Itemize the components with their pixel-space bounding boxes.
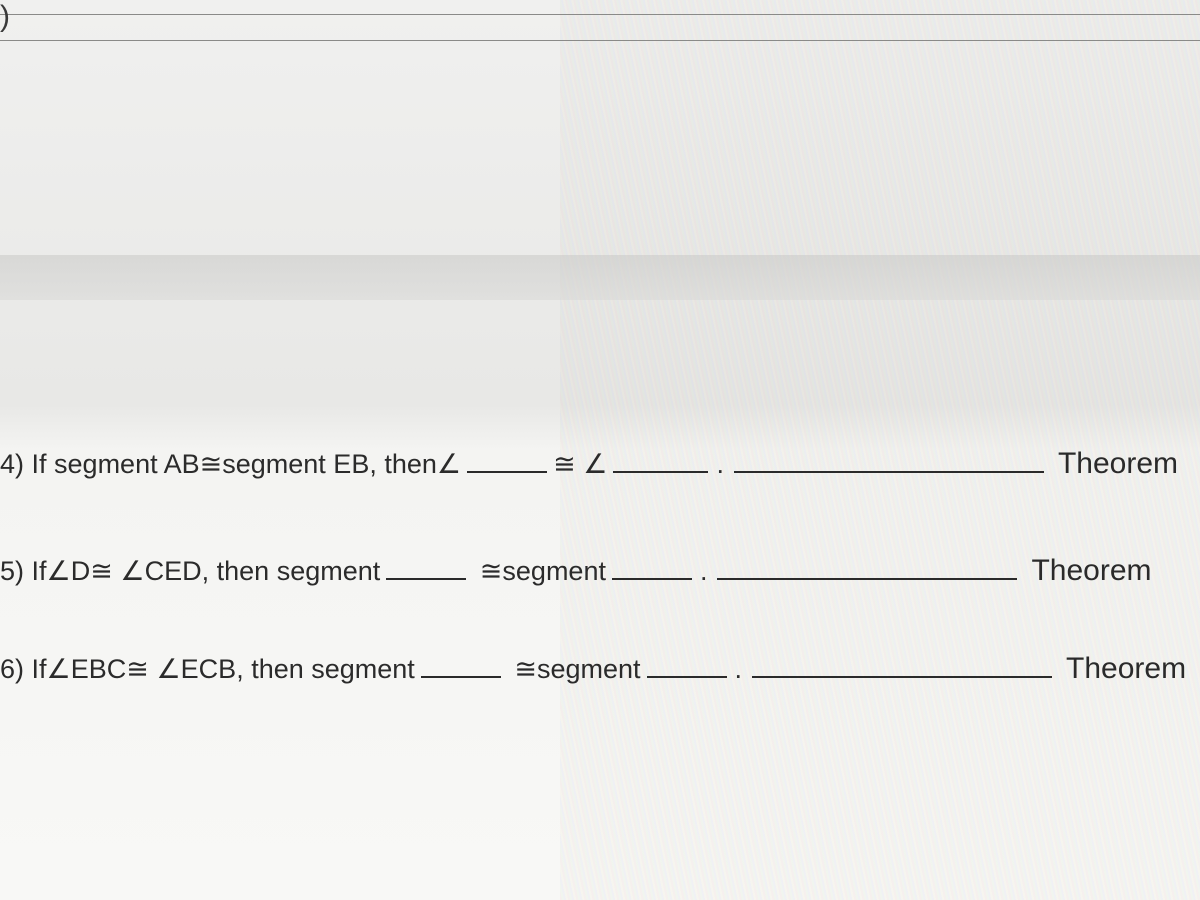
- congruent-symbol: ≅: [126, 654, 149, 685]
- angle-symbol: ∠: [47, 556, 71, 587]
- q5-number: 5): [0, 556, 24, 587]
- period: .: [716, 449, 724, 480]
- q6-tail: , then segment: [236, 654, 415, 685]
- period: .: [735, 654, 743, 685]
- q6-number: 6): [0, 654, 24, 685]
- congruent-symbol: ≅: [200, 449, 223, 480]
- angle-symbol: ∠: [156, 654, 180, 685]
- blank-input[interactable]: [647, 650, 727, 678]
- theorem-label: Theorem: [1066, 652, 1186, 686]
- blank-input[interactable]: [467, 445, 547, 473]
- blank-input[interactable]: [613, 445, 708, 473]
- q5-angle2: CED: [145, 556, 202, 587]
- blank-input-theorem[interactable]: [752, 650, 1052, 678]
- q4-number: 4): [0, 449, 24, 480]
- angle-symbol: ∠: [583, 449, 607, 480]
- q5-lead: If: [32, 556, 47, 587]
- q4-after: segment EB, then: [222, 449, 437, 480]
- angle-symbol: ∠: [437, 449, 461, 480]
- q6-angle2: ECB: [181, 654, 237, 685]
- q5-angle1: D: [71, 556, 91, 587]
- angle-symbol: ∠: [120, 556, 144, 587]
- congruent-symbol: ≅: [514, 654, 537, 685]
- grey-band: [0, 255, 1200, 300]
- congruent-symbol: ≅: [553, 449, 576, 480]
- questions-block: 4) If segment AB ≅ segment EB, then ∠ ≅ …: [0, 445, 1200, 748]
- q4-lead: If segment AB: [32, 449, 200, 480]
- theorem-label: Theorem: [1058, 447, 1178, 481]
- q6-angle1: EBC: [71, 654, 127, 685]
- q5-tail: , then segment: [202, 556, 381, 587]
- blank-input[interactable]: [386, 551, 466, 579]
- congruent-symbol: ≅: [90, 556, 113, 587]
- blank-input-theorem[interactable]: [734, 445, 1044, 473]
- angle-symbol: ∠: [47, 654, 71, 685]
- q5-mid: segment: [502, 556, 606, 587]
- q6-mid: segment: [537, 654, 641, 685]
- period: .: [700, 556, 708, 587]
- blank-input[interactable]: [421, 650, 501, 678]
- blank-input-theorem[interactable]: [717, 551, 1017, 579]
- theorem-label: Theorem: [1031, 554, 1151, 588]
- horizontal-rule-2: [0, 40, 1200, 41]
- partial-number-top: ): [0, 0, 10, 34]
- question-5: 5) If ∠ D ≅ ∠ CED , then segment ≅ segme…: [0, 551, 1188, 587]
- question-6: 6) If ∠ EBC ≅ ∠ ECB , then segment ≅ seg…: [0, 650, 1188, 686]
- congruent-symbol: ≅: [480, 556, 503, 587]
- question-4: 4) If segment AB ≅ segment EB, then ∠ ≅ …: [0, 445, 1188, 481]
- horizontal-rule-1: [0, 14, 1200, 15]
- blank-input[interactable]: [612, 551, 692, 579]
- q6-lead: If: [32, 654, 47, 685]
